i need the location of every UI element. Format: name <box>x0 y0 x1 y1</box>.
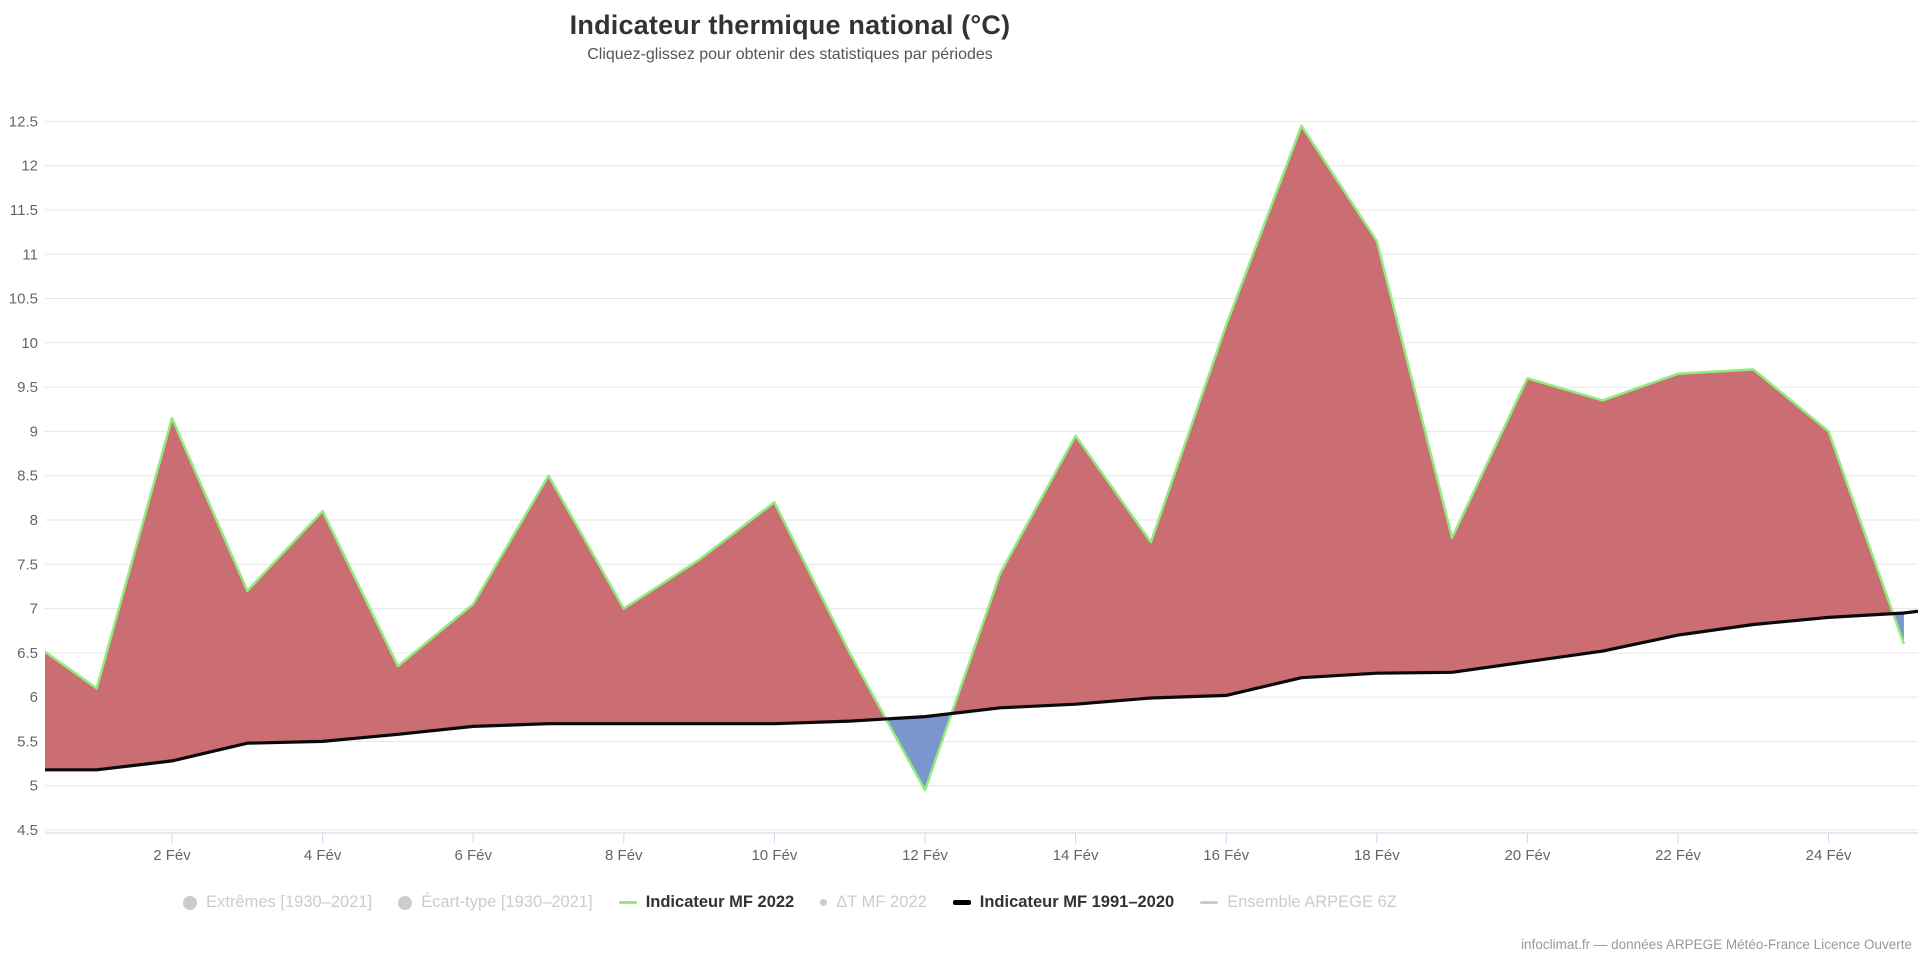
indicateur-mf-2022-marker-icon <box>618 901 637 904</box>
legend-item-label: ΔT MF 2022 <box>836 893 927 911</box>
legend-item-ecart-type[interactable]: Écart-type [1930–2021] <box>398 893 593 912</box>
chart-title: Indicateur thermique national (°C) <box>569 10 1011 40</box>
legend-item-ensemble-arpege-6z[interactable]: Ensemble ARPEGE 6Z <box>1200 893 1397 912</box>
y-axis-label: 9.5 <box>17 379 38 396</box>
series-mf-2022-line <box>45 124 1906 792</box>
ecart-type-marker-icon <box>398 895 413 910</box>
y-axis-label: 8.5 <box>17 468 38 485</box>
y-axis-label: 8 <box>30 512 38 529</box>
x-axis-label: 24 Fév <box>1806 847 1852 864</box>
series-mf-1991-2020-line <box>45 609 1918 772</box>
y-axis-label: 6.5 <box>17 645 38 662</box>
chart-subtitle: Cliquez-glissez pour obtenir des statist… <box>587 46 993 63</box>
legend: Extrêmes [1930–2021] Écart-type [1930–202… <box>0 893 1580 912</box>
legend-item-label: Indicateur MF 1991–2020 <box>979 893 1175 911</box>
y-axis-label: 9 <box>30 423 38 440</box>
credit-text: infoclimat.fr — données ARPEGE Météo-Fra… <box>1521 937 1912 952</box>
legend-item-indicateur-mf-2022[interactable]: Indicateur MF 2022 <box>618 893 795 912</box>
legend-item-label: Indicateur MF 2022 <box>645 893 795 911</box>
y-axis-label: 11 <box>22 246 38 263</box>
x-axis-label: 2 Fév <box>153 847 191 864</box>
y-axis-label: 4.5 <box>17 822 38 839</box>
y-axis-label: 12.5 <box>9 113 38 130</box>
x-axis-label: 8 Fév <box>605 847 643 864</box>
x-axis-label: 22 Fév <box>1655 847 1701 864</box>
y-axis-label: 6 <box>30 689 38 706</box>
y-axis-label: 5 <box>30 778 38 795</box>
legend-item-label: Extrêmes [1930–2021] <box>206 893 373 911</box>
y-axis-label: 10 <box>21 335 38 352</box>
x-axis-label: 12 Fév <box>902 847 948 864</box>
y-axis-label: 5.5 <box>17 733 38 750</box>
extremes-marker-icon <box>183 895 198 910</box>
y-axis-label: 11.5 <box>10 202 38 219</box>
legend-item-extremes[interactable]: Extrêmes [1930–2021] <box>183 893 372 912</box>
x-axis-label: 16 Fév <box>1203 847 1249 864</box>
x-axis-label: 14 Fév <box>1053 847 1099 864</box>
y-axis-label: 10.5 <box>9 291 38 308</box>
delta-t-mf-2022-marker-icon <box>820 899 828 906</box>
legend-item-label: Ensemble ARPEGE 6Z <box>1227 893 1397 911</box>
x-axis-label: 4 Fév <box>304 847 342 864</box>
x-axis-label: 18 Fév <box>1354 847 1400 864</box>
y-axis-label: 7 <box>30 601 38 618</box>
y-axis-label: 12 <box>21 158 38 175</box>
legend-item-delta-t-mf-2022[interactable]: ΔT MF 2022 <box>820 893 927 912</box>
legend-item-indicateur-mf-1991-2020[interactable]: Indicateur MF 1991–2020 <box>952 893 1175 912</box>
legend-item-label: Écart-type [1930–2021] <box>421 893 593 911</box>
indicateur-mf-1991-2020-marker-icon <box>952 900 971 905</box>
x-axis-label: 10 Fév <box>751 847 797 864</box>
series-mf-2022-area-positive <box>45 125 1904 770</box>
x-axis-label: 20 Fév <box>1504 847 1550 864</box>
x-axis-label: 6 Fév <box>454 847 492 864</box>
ensemble-arpege-6z-marker-icon <box>1200 901 1219 904</box>
y-axis-label: 7.5 <box>17 556 38 573</box>
